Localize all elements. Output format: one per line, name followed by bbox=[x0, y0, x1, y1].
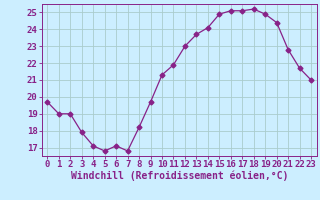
X-axis label: Windchill (Refroidissement éolien,°C): Windchill (Refroidissement éolien,°C) bbox=[70, 171, 288, 181]
